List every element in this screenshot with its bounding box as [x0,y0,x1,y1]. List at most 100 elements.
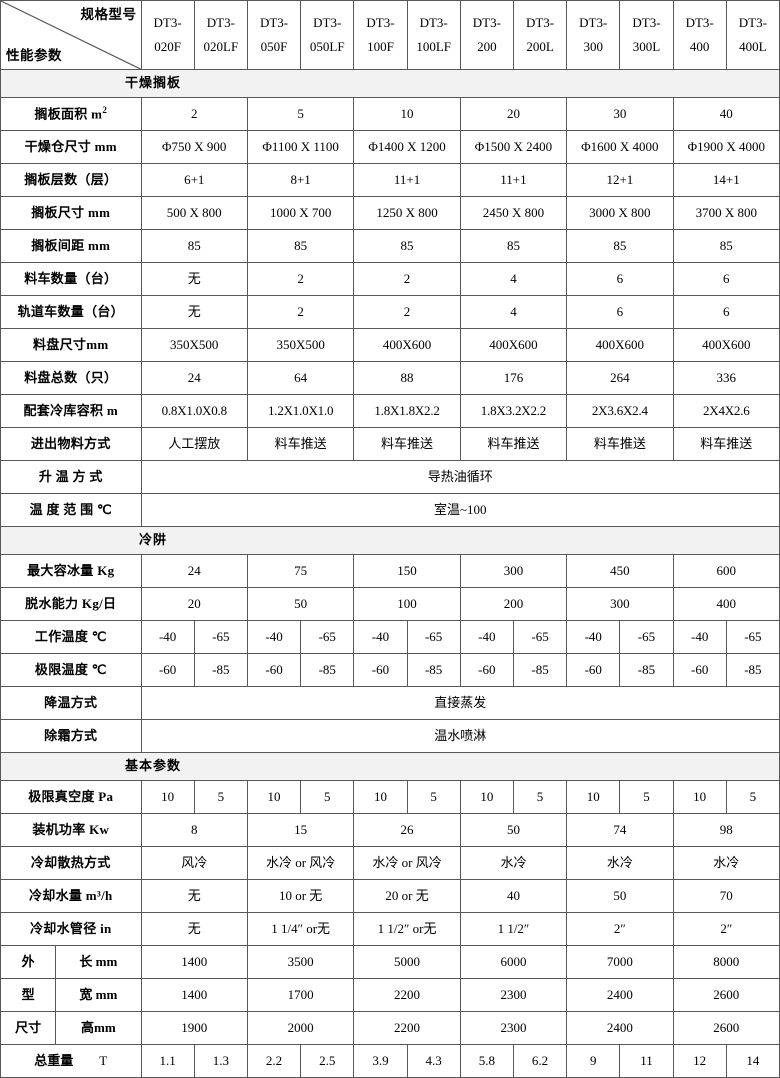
table-cell: 无 [140,295,248,329]
table-cell: 1.8X3.2X2.2 [459,394,568,428]
model-column-header: DT3- 200L [512,0,568,70]
table-cell: 5 [246,97,355,131]
table-cell: 2300 [459,978,568,1012]
row-label-text: 装机功率 [32,821,86,837]
table-row: 料车数量（台） 无 2 2 4 6 6 [0,262,780,296]
table-cell: 9 [566,1044,621,1078]
table-row: 料盘尺寸mm 350X500 350X500 400X600 400X600 4… [0,328,780,362]
table-row: 脱水能力 Kg/日 20 50 100 200 300 400 [0,587,780,621]
table-cell: 5 [300,780,355,814]
table-cell: 30 [566,97,674,131]
table-cell: 20 [459,97,568,131]
table-cell: 64 [246,361,355,395]
section-row-basic-params: 基本参数 [0,752,780,781]
table-cell: 无 [140,262,248,296]
row-label-heating-method: 升 温 方 式 [0,460,142,494]
table-cell: 2X4X2.6 [672,394,780,428]
model-prefix: DT3- [259,14,289,30]
table-cell: 2 [353,295,461,329]
table-row: 型 宽 mm 1400 1700 2200 2300 2400 2600 [0,978,780,1012]
table-cell: 风冷 [140,846,248,880]
table-cell: 水冷 [566,846,674,880]
row-label-shelf-layers: 搁板层数（层） [0,163,142,197]
model-prefix: DT3- [632,14,661,30]
section-banner: 干燥搁板 [0,69,780,98]
table-cell: 200 [459,587,568,621]
table-cell: 85 [459,229,568,263]
table-row: 搁板层数（层） 6+1 8+1 11+1 11+1 12+1 14+1 [0,163,780,197]
table-cell: 6 [566,262,674,296]
model-column-header: DT3- 100F [353,0,408,70]
table-cell: 264 [566,361,674,395]
table-cell: 2450 X 800 [459,196,568,230]
table-cell: -40 [246,620,302,654]
table-cell: 6+1 [140,163,248,197]
row-label-text: 长 [79,953,93,969]
table-cell: -85 [193,653,248,687]
table-cell: 料车推送 [353,427,461,461]
table-cell: 176 [459,361,568,395]
table-cell: -65 [193,620,248,654]
table-cell: 40 [672,97,780,131]
table-cell: 85 [566,229,674,263]
table-cell: 11+1 [459,163,568,197]
row-label-unit: m [106,402,119,418]
table-cell: -40 [140,620,195,654]
row-label-text: 极限真空度 [28,788,95,804]
table-cell: 10 [353,780,408,814]
header-spec-model-label: 规格型号 [80,7,137,22]
table-row: 最大容冰量 Kg 24 75 150 300 450 600 [0,554,780,588]
row-label-chamber-size: 干燥仓尺寸 mm [0,130,142,164]
table-cell: 12+1 [566,163,674,197]
row-label-unit: Kg [97,562,115,578]
model-column-header: DT3- 020LF [193,0,248,70]
model-suffix: 020F [154,38,181,54]
row-label-height: 高mm [55,1011,142,1045]
row-label-dimensions-char-3: 尺寸 [0,1011,57,1045]
row-label-total-weight: 总重量 T [0,1044,142,1078]
model-prefix: DT3- [206,14,235,30]
model-column-header: DT3- 050F [246,0,302,70]
row-label-unit: Kg/日 [81,595,117,611]
model-prefix: DT3- [525,14,555,30]
row-label-rail-car-count: 轨道车数量（台） [0,295,142,329]
table-row: 冷却水量 m³/h 无 10 or 无 20 or 无 40 50 70 [0,879,780,913]
row-label-text: 进出物料方式 [30,435,111,451]
model-prefix: DT3- [472,14,501,30]
table-cell: -65 [619,620,674,654]
table-cell-full-span: 温水喷淋 [140,719,780,753]
table-cell: 3000 X 800 [566,196,674,230]
table-cell: 1.1 [140,1044,195,1078]
table-cell: 4 [459,295,568,329]
row-label-trolley-count: 料车数量（台） [0,262,142,296]
row-label-dimensions-char-2: 型 [0,978,57,1012]
row-label-cooling-method: 降温方式 [0,686,142,720]
table-cell: -85 [406,653,461,687]
table-cell: 400X600 [566,328,674,362]
table-cell: 500 X 800 [140,196,248,230]
table-cell: -65 [725,620,780,654]
table-cell: 人工摆放 [140,427,248,461]
table-cell: 4 [459,262,568,296]
row-label-text: 除霜方式 [44,727,98,743]
table-cell: 1400 [140,945,248,979]
table-row: 升 温 方 式 导热油循环 [0,460,780,494]
table-cell: 7000 [566,945,674,979]
table-cell: -40 [353,620,408,654]
row-label-shelf-area: 搁板面积 m2 [0,97,142,131]
table-cell: 300 [566,587,674,621]
table-cell: 2200 [353,978,461,1012]
table-cell: 6 [672,295,780,329]
model-column-header: DT3- 200 [459,0,514,70]
row-label-text: 最大容冰量 [27,562,94,578]
table-cell: Φ750 X 900 [140,130,248,164]
model-suffix: 020LF [203,38,239,54]
table-cell: 5.8 [459,1044,514,1078]
table-cell: 20 [140,587,248,621]
table-cell: 水冷 [672,846,780,880]
table-cell: 11 [619,1044,674,1078]
table-cell: Φ1100 X 1100 [246,130,355,164]
row-label-unit: Pa [98,788,114,804]
row-label-unit: mm [94,1019,116,1035]
